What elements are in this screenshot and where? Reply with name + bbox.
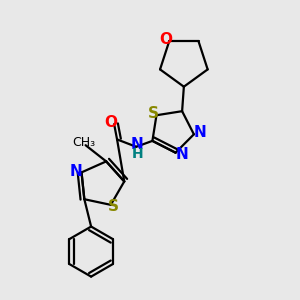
Text: O: O [160, 32, 173, 47]
Text: N: N [131, 137, 143, 152]
Text: O: O [105, 115, 118, 130]
Text: N: N [70, 164, 83, 179]
Text: S: S [108, 199, 119, 214]
Text: N: N [176, 147, 188, 162]
Text: H: H [131, 147, 143, 161]
Text: N: N [194, 125, 207, 140]
Text: CH₃: CH₃ [73, 136, 96, 149]
Text: S: S [148, 106, 159, 121]
